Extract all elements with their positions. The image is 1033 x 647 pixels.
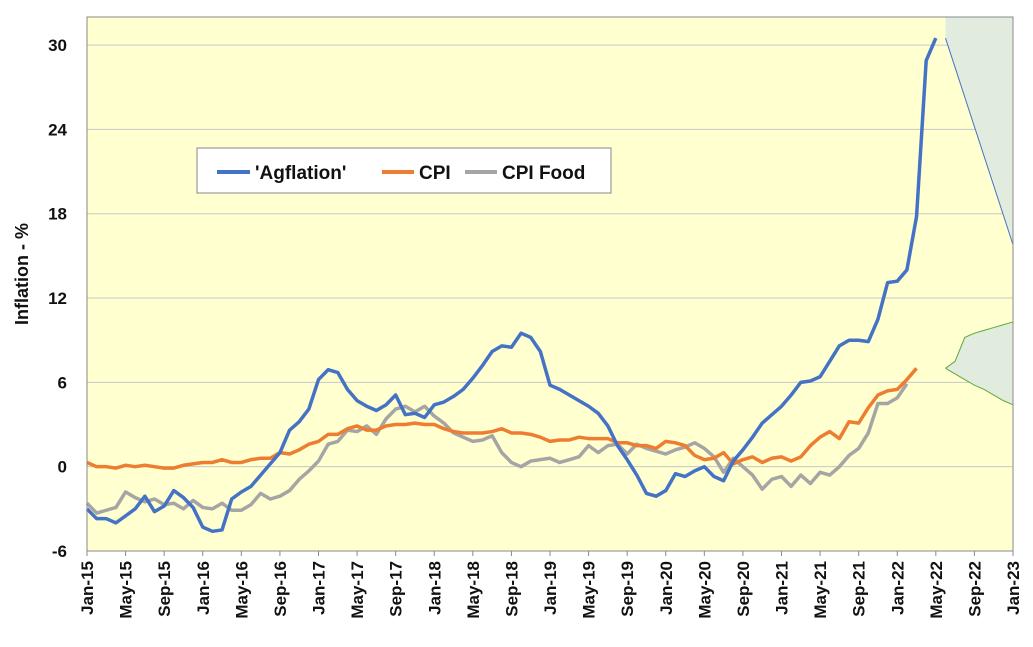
forecast-band-lower-edge: [945, 37, 1014, 245]
x-tick-label: Jan-23: [1004, 561, 1023, 615]
forecast-bands: [945, 16, 1014, 406]
legend-label-cpi-food: CPI Food: [502, 163, 585, 184]
series-line-cpi-food: [85, 382, 909, 515]
y-tick-label: 6: [58, 373, 67, 392]
plot-area: [87, 17, 1013, 551]
legend: 'Agflation' CPI CPI Food: [196, 147, 612, 194]
series-line-agflation: [85, 37, 938, 534]
x-tick-label: Sep-18: [502, 561, 521, 617]
x-tick-label: May-17: [348, 561, 367, 619]
legend-label-cpi: CPI: [419, 163, 451, 184]
y-tick-label: -6: [52, 542, 67, 561]
x-tick-label: Jan-19: [541, 561, 560, 615]
x-tick-label: May-16: [232, 561, 251, 619]
x-axis-ticks: Jan-15 May-15 Sep-15 Jan-16 May-16 Sep-16 Jan-…: [78, 551, 1023, 619]
x-tick-label: Sep-19: [618, 561, 637, 617]
forecast-band: [945, 321, 1013, 405]
x-tick-label: May-22: [927, 561, 946, 619]
series-lines: [85, 37, 938, 534]
x-tick-label: Sep-15: [155, 561, 174, 617]
y-tick-label: 18: [48, 205, 67, 224]
x-tick-label: May-18: [464, 561, 483, 619]
x-tick-label: Jan-22: [888, 561, 907, 615]
x-tick-label: May-15: [117, 561, 136, 619]
y-tick-label: 24: [48, 120, 67, 139]
y-tick-label: 12: [48, 289, 67, 308]
y-axis-ticks: -6 0 6 12 18 24 30: [48, 36, 67, 561]
x-tick-label: Jan-16: [194, 561, 213, 615]
x-tick-label: Jan-18: [425, 561, 444, 615]
x-tick-label: Jan-17: [310, 561, 329, 615]
x-tick-label: May-19: [580, 561, 599, 619]
x-tick-label: Sep-16: [271, 561, 290, 617]
x-tick-label: Sep-17: [387, 561, 406, 617]
y-tick-label: 0: [58, 458, 67, 477]
y-axis-label: Inflation - %: [12, 223, 32, 325]
forecast-band-upper-edge: [945, 321, 1014, 369]
legend-label-agflation: 'Agflation': [255, 163, 346, 184]
forecast-band: [945, 17, 1013, 245]
x-tick-label: May-21: [811, 561, 830, 619]
y-tick-label: 30: [48, 36, 67, 55]
x-tick-label: Sep-21: [850, 561, 869, 617]
x-tick-label: Jan-20: [657, 561, 676, 615]
x-tick-label: May-20: [695, 561, 714, 619]
x-tick-label: Jan-21: [773, 561, 792, 615]
x-tick-label: Jan-15: [78, 561, 97, 615]
x-tick-label: Sep-20: [734, 561, 753, 617]
series-line-cpi: [86, 367, 918, 470]
x-tick-label: Sep-22: [965, 561, 984, 617]
legend-box: [196, 147, 612, 194]
forecast-band-lower-edge: [945, 367, 1014, 406]
